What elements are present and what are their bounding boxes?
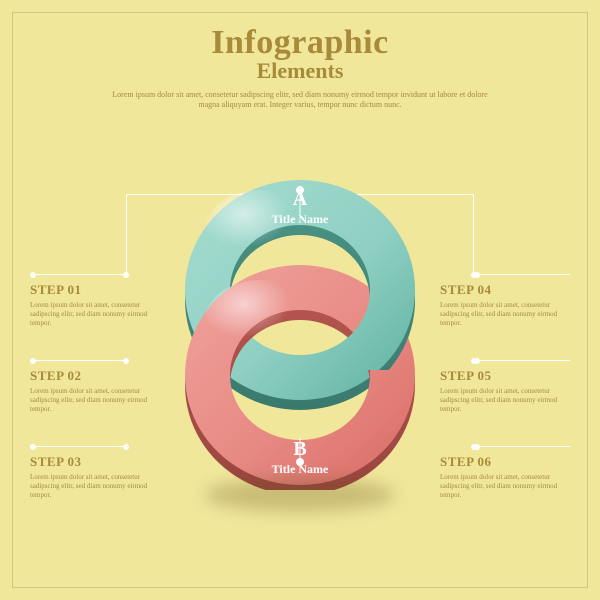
page-title: Infographic [0, 24, 600, 62]
step-body: Lorem ipsum dolor sit amet, consetetur s… [30, 387, 160, 413]
step-body: Lorem ipsum dolor sit amet, consetetur s… [30, 301, 160, 327]
step-head: STEP 02 [30, 368, 160, 384]
canvas: Infographic Elements Lorem ipsum dolor s… [0, 0, 600, 600]
header: Infographic Elements Lorem ipsum dolor s… [0, 24, 600, 110]
lead-text: Lorem ipsum dolor sit amet, consetetur s… [110, 90, 490, 110]
page-subtitle: Elements [0, 58, 600, 84]
frame-line-right [473, 194, 474, 276]
ring-a-title: Title Name [272, 212, 329, 227]
step-5: STEP 05 Lorem ipsum dolor sit amet, conse… [440, 368, 570, 413]
step-connector [474, 274, 570, 275]
step-body: Lorem ipsum dolor sit amet, consetetur s… [440, 473, 570, 499]
step-head: STEP 05 [440, 368, 570, 384]
step-head: STEP 04 [440, 282, 570, 298]
step-4: STEP 04 Lorem ipsum dolor sit amet, conse… [440, 282, 570, 327]
step-head: STEP 03 [30, 454, 160, 470]
label-b-dot [296, 458, 304, 466]
step-connector [30, 274, 126, 275]
step-1: STEP 01 Lorem ipsum dolor sit amet, conse… [30, 282, 160, 327]
ring-shadow [205, 478, 395, 512]
step-body: Lorem ipsum dolor sit amet, consetetur s… [440, 301, 570, 327]
step-head: STEP 06 [440, 454, 570, 470]
ring-a-letter: A [293, 188, 307, 211]
step-2: STEP 02 Lorem ipsum dolor sit amet, conse… [30, 368, 160, 413]
step-head: STEP 01 [30, 282, 160, 298]
step-6: STEP 06 Lorem ipsum dolor sit amet, conse… [440, 454, 570, 499]
interlocked-rings: A Title Name B Title Name [150, 170, 450, 490]
step-connector [30, 446, 126, 447]
step-connector [30, 360, 126, 361]
step-connector [474, 446, 570, 447]
step-3: STEP 03 Lorem ipsum dolor sit amet, conse… [30, 454, 160, 499]
label-b-line [300, 438, 301, 460]
step-body: Lorem ipsum dolor sit amet, consetetur s… [30, 473, 160, 499]
step-body: Lorem ipsum dolor sit amet, consetetur s… [440, 387, 570, 413]
step-connector [474, 360, 570, 361]
frame-line-left [126, 194, 127, 276]
